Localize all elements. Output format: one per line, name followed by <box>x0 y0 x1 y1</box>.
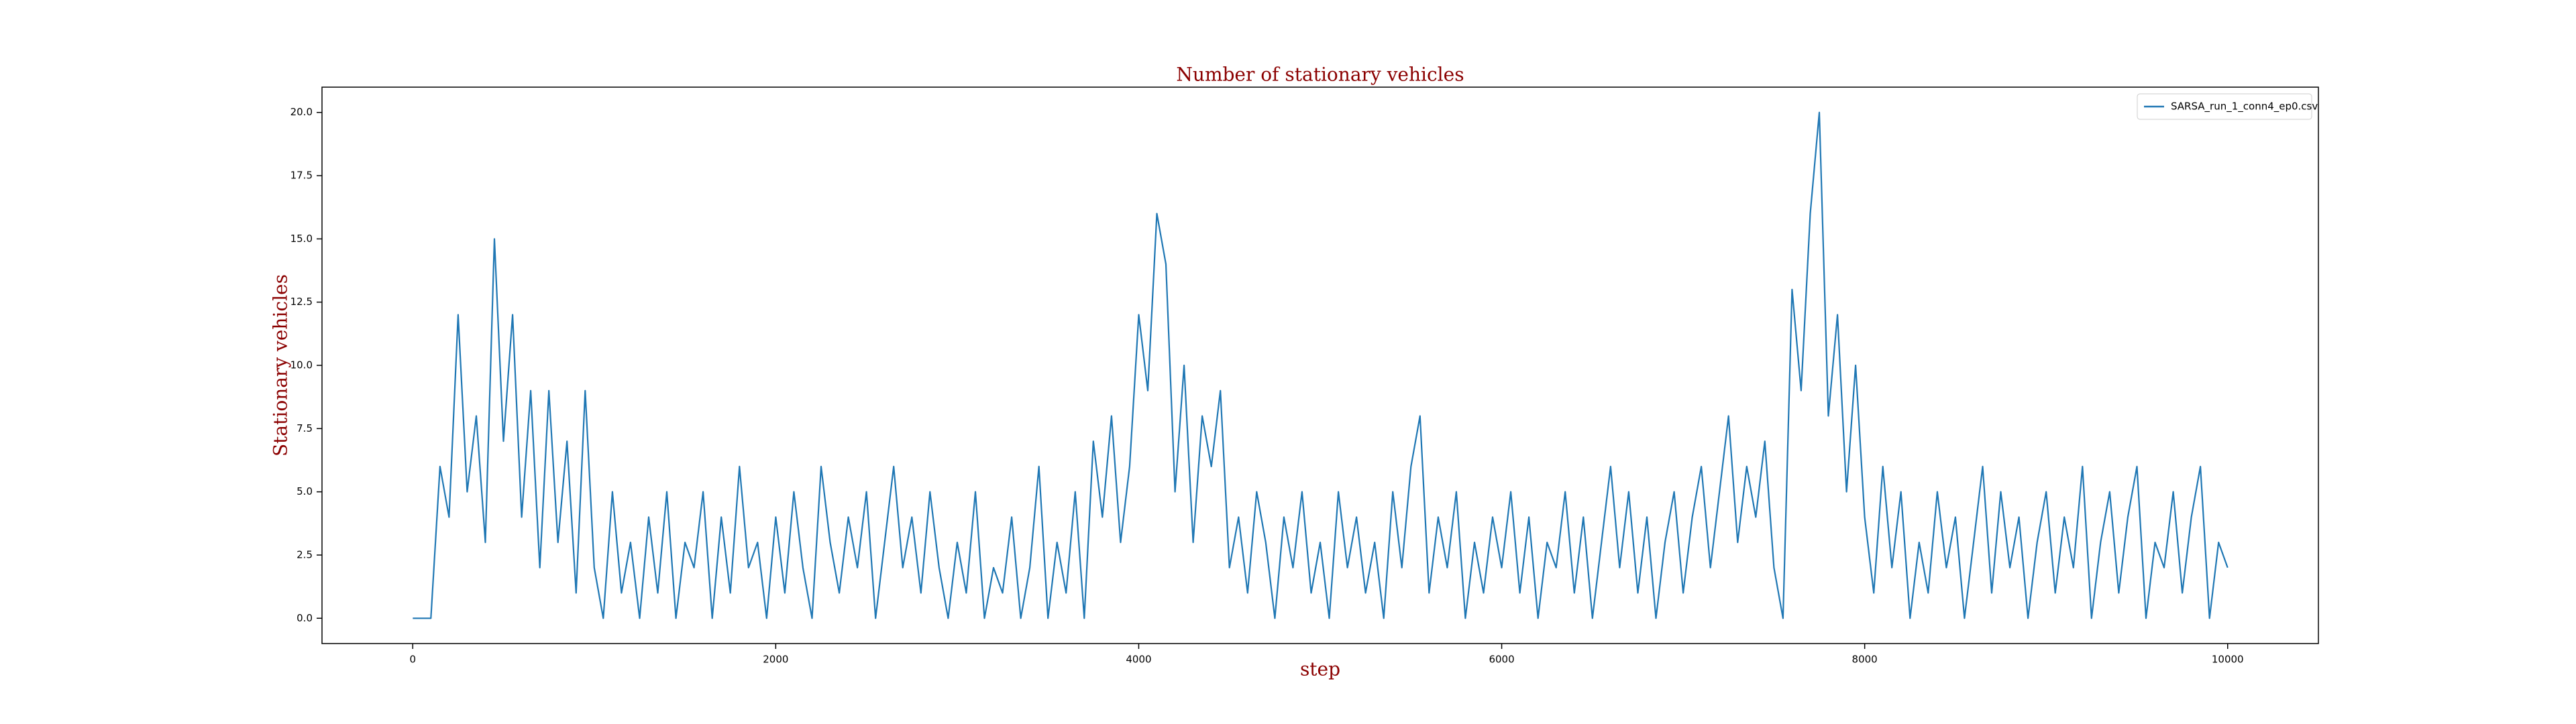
x-axis-label: step <box>1300 658 1340 680</box>
chart-title: Number of stationary vehicles <box>1176 64 1464 86</box>
y-tick-label: 0.0 <box>297 612 313 624</box>
y-tick-label: 5.0 <box>297 485 313 497</box>
y-tick-label: 2.5 <box>297 548 313 560</box>
x-tick-label: 10000 <box>2212 654 2244 666</box>
y-tick-label: 15.0 <box>290 233 313 245</box>
y-tick-label: 10.0 <box>290 359 313 371</box>
y-tick-label: 17.5 <box>290 170 313 182</box>
plot-frame <box>321 86 2319 644</box>
legend-box <box>2137 93 2312 120</box>
y-tick-label: 20.0 <box>290 106 313 118</box>
x-tick-label: 4000 <box>1126 654 1151 666</box>
x-tick-label: 2000 <box>763 654 788 666</box>
y-tick-label: 7.5 <box>297 422 313 434</box>
x-tick-label: 6000 <box>1489 654 1514 666</box>
x-tick-label: 8000 <box>1852 654 1878 666</box>
y-tick-label: 12.5 <box>290 296 313 308</box>
y-axis-label: Stationary vehicles <box>270 274 292 457</box>
data-line <box>413 111 2229 619</box>
legend-label: SARSA_run_1_conn4_ep0.csv <box>2171 101 2318 113</box>
x-tick-label: 0 <box>409 654 416 666</box>
